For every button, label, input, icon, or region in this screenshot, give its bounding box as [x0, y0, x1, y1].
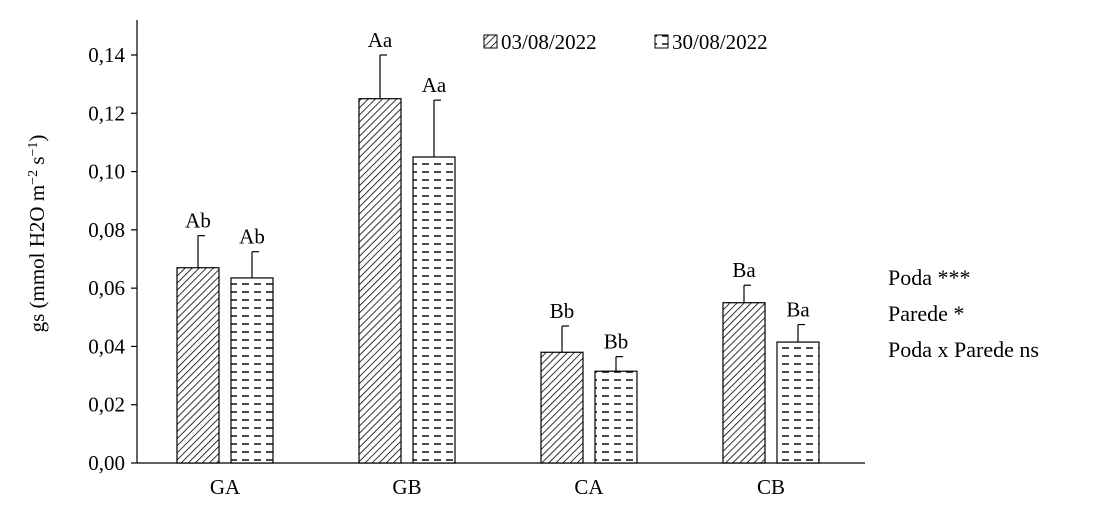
data-label: Bb [604, 330, 629, 354]
y-tick-label: 0,06 [88, 276, 125, 300]
y-tick-label: 0,02 [88, 393, 125, 417]
bar [230, 277, 274, 464]
x-tick-label: GA [210, 475, 241, 499]
data-label: Ab [239, 225, 265, 249]
y-axis-title: gs (mmol H2O m−2 s−1) [25, 135, 49, 333]
y-tick-label: 0,00 [88, 451, 125, 475]
y-tick-label: 0,12 [88, 101, 125, 125]
bar [540, 351, 584, 464]
legend-label: 30/08/2022 [672, 30, 768, 54]
legend-label: 03/08/2022 [501, 30, 597, 54]
stat-parede: Parede * [888, 301, 965, 326]
stat-interaction: Poda x Parede ns [888, 337, 1039, 362]
bar [412, 156, 456, 464]
bar [722, 302, 766, 464]
data-label: Ba [786, 298, 810, 322]
x-tick-label: CB [757, 475, 785, 499]
legend-swatch [654, 34, 669, 49]
data-label: Ab [185, 209, 211, 233]
legend: 03/08/2022 30/08/2022 [483, 30, 768, 54]
y-tick-label: 0,08 [88, 218, 125, 242]
legend-swatch [483, 34, 498, 49]
bar [358, 98, 402, 464]
data-label: Ba [732, 258, 756, 282]
y-tick-label: 0,10 [88, 160, 125, 184]
y-axis-label: gs (mmol H2O m−2 s−1) [25, 135, 49, 333]
y-tick-label: 0,14 [88, 43, 125, 67]
stat-poda: Poda *** [888, 265, 971, 290]
bar [776, 341, 820, 464]
bars-group: GA Ab Ab GB Aa Aa CA Bb Bb CB Ba Ba [176, 28, 820, 499]
axes: 0,00 0,02 0,04 0,06 0,08 0,10 0,12 0,14 [88, 20, 865, 475]
bar [176, 267, 220, 464]
x-tick-label: CA [574, 475, 604, 499]
significance-notes: Poda *** Parede * Poda x Parede ns [888, 260, 1039, 368]
x-tick-label: GB [392, 475, 421, 499]
data-label: Aa [368, 28, 393, 52]
data-label: Aa [422, 73, 447, 97]
y-tick-label: 0,04 [88, 334, 125, 358]
bar [594, 370, 638, 464]
data-label: Bb [550, 299, 575, 323]
